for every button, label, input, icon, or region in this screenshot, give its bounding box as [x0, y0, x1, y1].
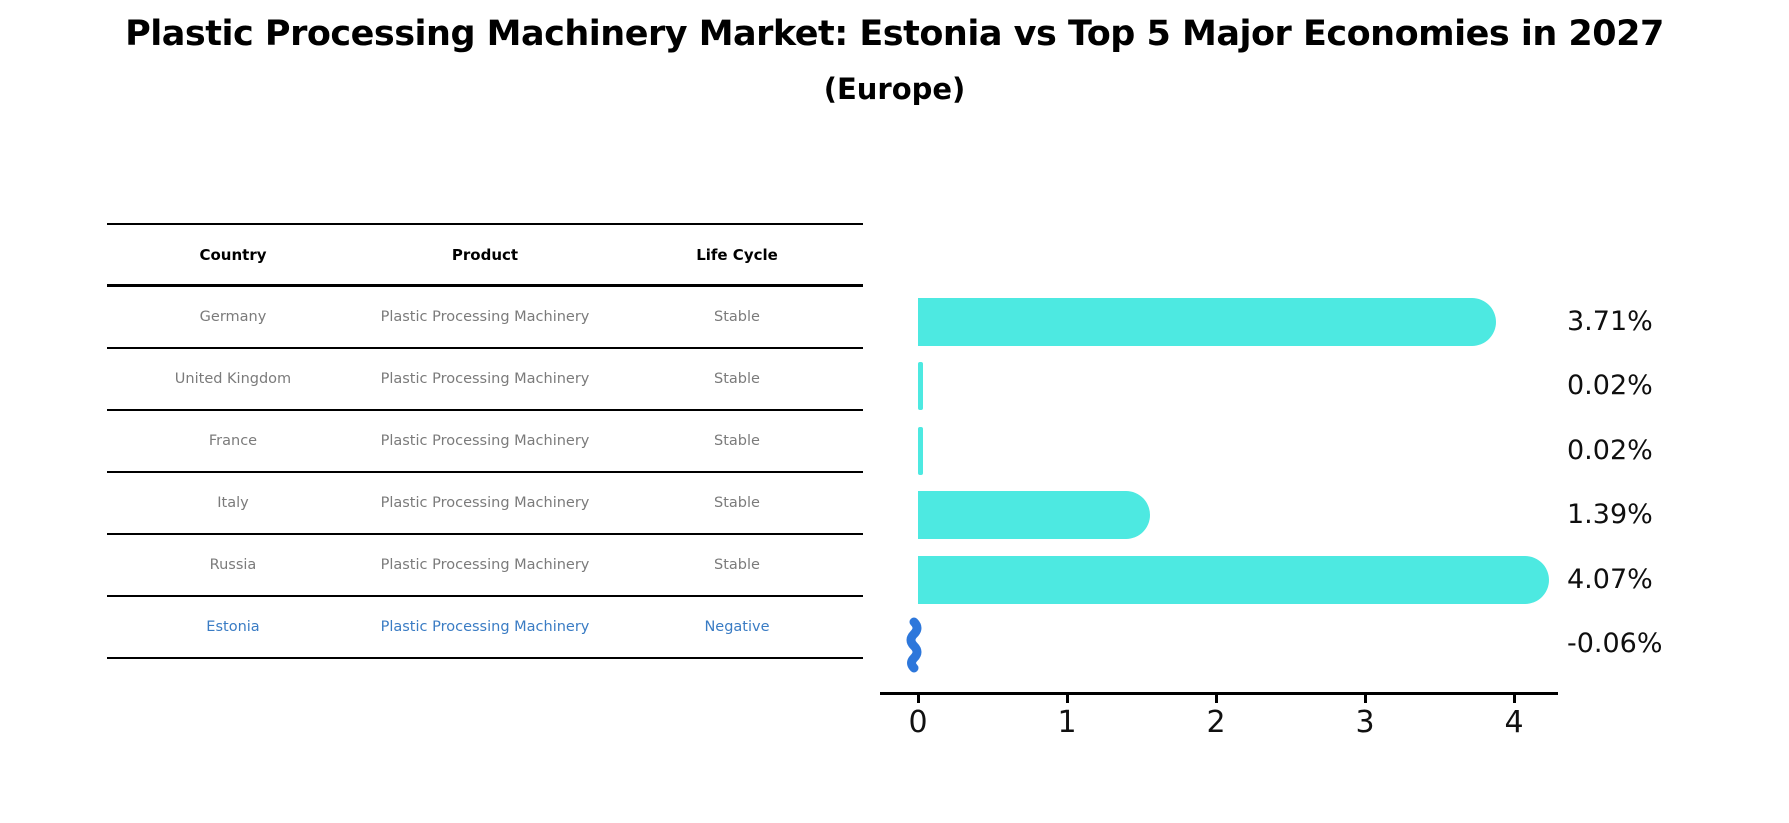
- x-axis-tick: [917, 692, 920, 703]
- negative-value-wave-marker: [906, 617, 922, 673]
- x-axis-tick-label: 4: [1504, 705, 1524, 740]
- column-header-product: Product: [451, 245, 519, 264]
- table-row-estonia-highlighted: Estonia Plastic Processing Machinery Neg…: [107, 597, 863, 659]
- country-table: Country Product Life Cycle Germany Plast…: [107, 223, 863, 659]
- bar-russia: [918, 555, 1550, 604]
- x-axis-tick-label: 3: [1355, 705, 1375, 740]
- bar-value-label: 0.02%: [1567, 434, 1653, 466]
- bar-value-label: 3.71%: [1567, 305, 1653, 337]
- bar-germany: [918, 297, 1496, 346]
- cell-country: France: [208, 433, 258, 449]
- table-row: Italy Plastic Processing Machinery Stabl…: [107, 473, 863, 535]
- x-axis-tick-label: 1: [1057, 705, 1077, 740]
- bar-italy: [918, 491, 1151, 539]
- bar-value-label: 0.02%: [1567, 370, 1653, 401]
- cell-country: Germany: [199, 309, 267, 325]
- table-row: United Kingdom Plastic Processing Machin…: [107, 349, 863, 411]
- cell-life-cycle: Stable: [714, 433, 760, 449]
- bar-value-label: -0.06%: [1567, 628, 1663, 659]
- bar-united-kingdom: [918, 362, 923, 410]
- cell-country: United Kingdom: [174, 371, 292, 387]
- bar-value-label: 4.07%: [1567, 563, 1653, 595]
- cell-life-cycle: Negative: [704, 619, 770, 635]
- cell-product: Plastic Processing Machinery: [380, 495, 590, 511]
- cell-life-cycle: Stable: [714, 495, 760, 511]
- bar-france: [918, 426, 923, 475]
- cell-product: Plastic Processing Machinery: [380, 309, 590, 325]
- column-header-life-cycle: Life Cycle: [696, 245, 778, 264]
- page-title: Plastic Processing Machinery Market: Est…: [125, 14, 1664, 54]
- cell-product: Plastic Processing Machinery: [380, 433, 590, 449]
- column-header-country: Country: [199, 245, 267, 264]
- table-row: Russia Plastic Processing Machinery Stab…: [107, 535, 863, 597]
- x-axis-tick: [1066, 692, 1069, 703]
- cell-country: Italy: [217, 495, 249, 511]
- cell-life-cycle: Stable: [714, 309, 760, 325]
- x-axis-line: [880, 692, 1558, 695]
- page-subtitle: (Europe): [823, 72, 966, 106]
- x-axis-tick-label: 0: [908, 705, 928, 740]
- cell-country: Estonia: [206, 619, 260, 635]
- cell-product: Plastic Processing Machinery: [380, 619, 590, 635]
- cell-country: Russia: [209, 557, 257, 573]
- cell-life-cycle: Stable: [714, 371, 760, 387]
- x-axis-tick: [1215, 692, 1218, 703]
- cell-life-cycle: Stable: [714, 557, 760, 573]
- x-axis-tick-label: 2: [1206, 705, 1226, 740]
- cell-product: Plastic Processing Machinery: [380, 557, 590, 573]
- bar-value-label: 1.39%: [1567, 499, 1653, 530]
- cell-product: Plastic Processing Machinery: [380, 371, 590, 387]
- table-row: France Plastic Processing Machinery Stab…: [107, 411, 863, 473]
- table-header-row: Country Product Life Cycle: [107, 225, 863, 287]
- x-axis-tick: [1513, 692, 1516, 703]
- table-row: Germany Plastic Processing Machinery Sta…: [107, 287, 863, 349]
- x-axis-tick: [1364, 692, 1367, 703]
